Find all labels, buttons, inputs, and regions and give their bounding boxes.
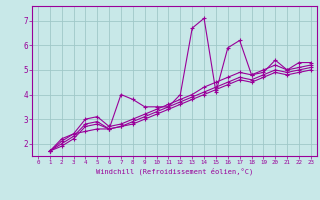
X-axis label: Windchill (Refroidissement éolien,°C): Windchill (Refroidissement éolien,°C) (96, 168, 253, 175)
